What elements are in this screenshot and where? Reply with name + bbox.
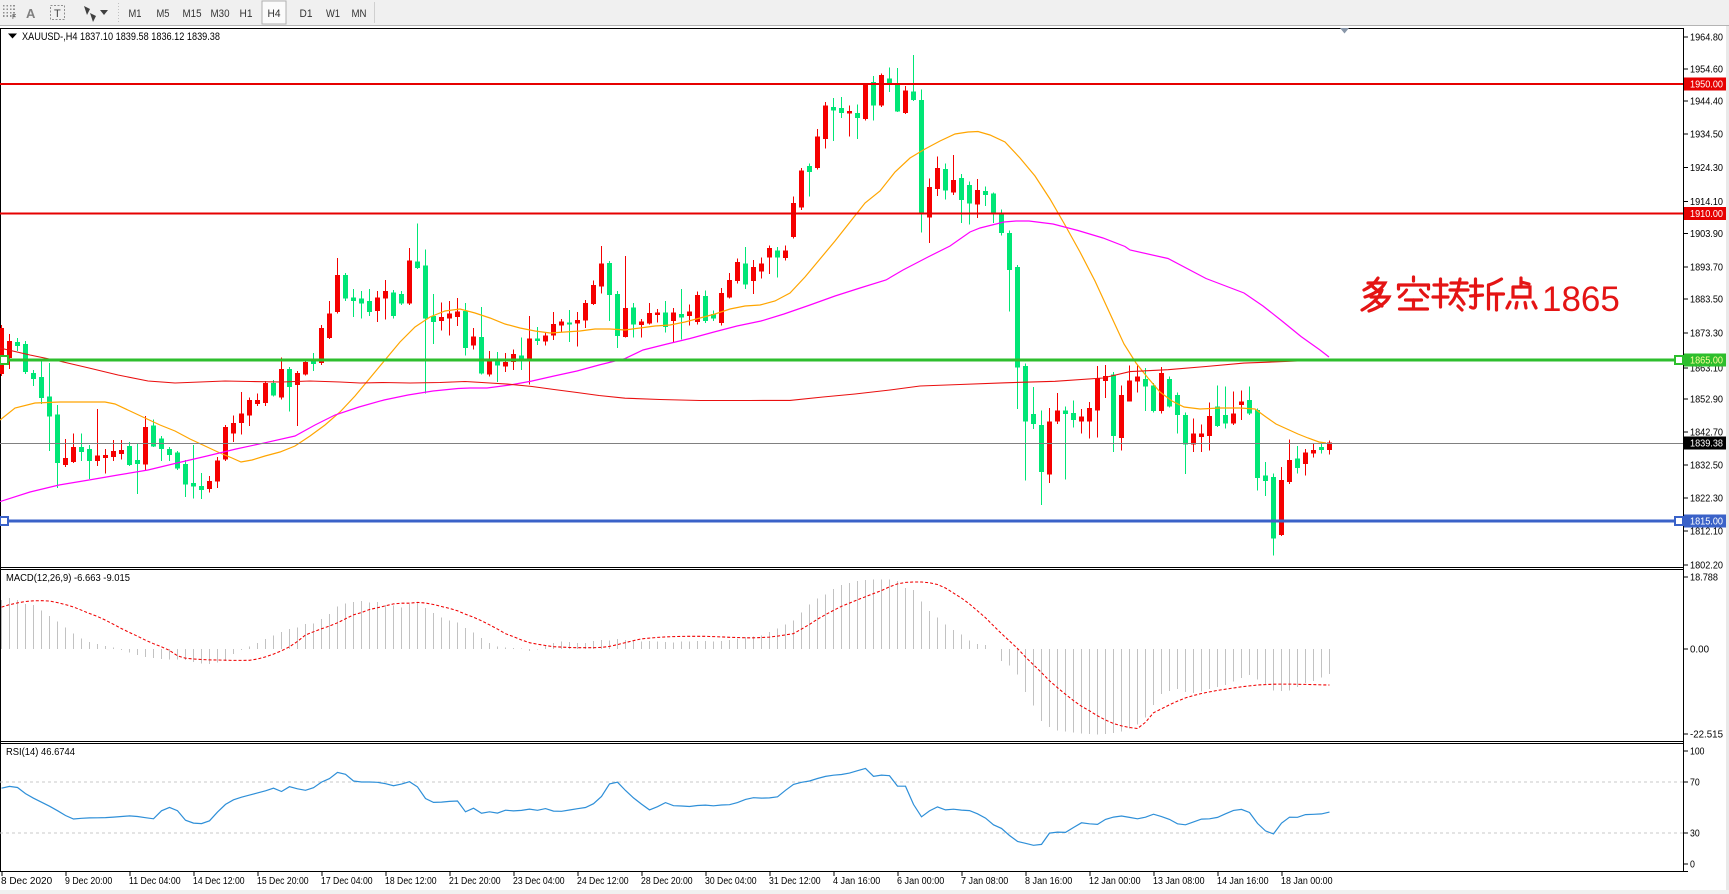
svg-text:28 Dec 20:00: 28 Dec 20:00 xyxy=(641,876,693,887)
svg-text:30 Dec 04:00: 30 Dec 04:00 xyxy=(705,876,757,887)
svg-text:21 Dec 20:00: 21 Dec 20:00 xyxy=(449,876,501,887)
svg-text:1865: 1865 xyxy=(1542,280,1620,319)
svg-text:1802.20: 1802.20 xyxy=(1690,560,1723,572)
svg-text:30: 30 xyxy=(1690,828,1700,840)
svg-text:1815.00: 1815.00 xyxy=(1690,516,1723,528)
svg-text:31 Dec 12:00: 31 Dec 12:00 xyxy=(769,876,821,887)
svg-text:T: T xyxy=(54,8,61,20)
svg-text:0: 0 xyxy=(1690,859,1695,871)
svg-text:1893.70: 1893.70 xyxy=(1690,262,1723,274)
svg-text:M30: M30 xyxy=(211,8,230,20)
svg-text:1944.40: 1944.40 xyxy=(1690,96,1723,108)
svg-text:100: 100 xyxy=(1690,746,1705,758)
svg-text:A: A xyxy=(26,6,36,21)
svg-text:1852.90: 1852.90 xyxy=(1690,394,1723,406)
svg-text:6 Jan 00:00: 6 Jan 00:00 xyxy=(897,876,945,887)
svg-text:18.788: 18.788 xyxy=(1690,572,1718,584)
svg-text:1883.50: 1883.50 xyxy=(1690,294,1723,306)
svg-text:XAUUSD-,H4 1837.10 1839.58 18: XAUUSD-,H4 1837.10 1839.58 1836.12 1839.… xyxy=(22,31,220,43)
svg-text:8 Jan 16:00: 8 Jan 16:00 xyxy=(1025,876,1073,887)
svg-text:W1: W1 xyxy=(326,8,340,20)
svg-text:1924.30: 1924.30 xyxy=(1690,162,1723,174)
svg-text:1812.10: 1812.10 xyxy=(1690,526,1723,538)
svg-text:1903.90: 1903.90 xyxy=(1690,228,1723,240)
svg-text:M5: M5 xyxy=(157,8,170,20)
svg-text:8 Dec 2020: 8 Dec 2020 xyxy=(1,876,53,887)
svg-text:9 Dec 20:00: 9 Dec 20:00 xyxy=(65,876,113,887)
svg-text:H1: H1 xyxy=(240,8,253,20)
svg-text:12 Jan 00:00: 12 Jan 00:00 xyxy=(1089,876,1141,887)
svg-text:H4: H4 xyxy=(268,8,281,20)
svg-text:17 Dec 04:00: 17 Dec 04:00 xyxy=(321,876,373,887)
svg-text:MN: MN xyxy=(352,8,367,20)
svg-text:1950.00: 1950.00 xyxy=(1690,79,1723,91)
svg-text:70: 70 xyxy=(1690,777,1700,789)
svg-text:1964.80: 1964.80 xyxy=(1690,32,1723,44)
svg-text:4 Jan 16:00: 4 Jan 16:00 xyxy=(833,876,881,887)
svg-text:0.00: 0.00 xyxy=(1690,644,1709,656)
svg-text:1954.60: 1954.60 xyxy=(1690,64,1723,76)
svg-text:F: F xyxy=(12,14,16,21)
svg-text:-22.515: -22.515 xyxy=(1690,729,1723,741)
svg-text:7 Jan 08:00: 7 Jan 08:00 xyxy=(961,876,1009,887)
svg-text:1865.00: 1865.00 xyxy=(1690,355,1723,367)
svg-text:18 Dec 12:00: 18 Dec 12:00 xyxy=(385,876,437,887)
svg-text:1839.38: 1839.38 xyxy=(1690,438,1723,450)
svg-text:1842.70: 1842.70 xyxy=(1690,427,1723,439)
svg-text:1914.10: 1914.10 xyxy=(1690,196,1723,208)
svg-text:1873.30: 1873.30 xyxy=(1690,328,1723,340)
svg-text:14 Dec 12:00: 14 Dec 12:00 xyxy=(193,876,245,887)
svg-text:14 Jan 16:00: 14 Jan 16:00 xyxy=(1217,876,1269,887)
svg-text:11 Dec 04:00: 11 Dec 04:00 xyxy=(129,876,181,887)
svg-text:13 Jan 08:00: 13 Jan 08:00 xyxy=(1153,876,1205,887)
svg-text:M1: M1 xyxy=(129,8,142,20)
svg-text:15 Dec 20:00: 15 Dec 20:00 xyxy=(257,876,309,887)
svg-text:18 Jan 00:00: 18 Jan 00:00 xyxy=(1281,876,1333,887)
svg-text:1822.30: 1822.30 xyxy=(1690,493,1723,505)
svg-text:1832.50: 1832.50 xyxy=(1690,460,1723,472)
svg-text:RSI(14) 46.6744: RSI(14) 46.6744 xyxy=(6,747,75,758)
svg-text:1910.00: 1910.00 xyxy=(1690,208,1723,220)
svg-text:MACD(12,26,9) -6.663 -9.015: MACD(12,26,9) -6.663 -9.015 xyxy=(6,573,130,584)
svg-text:24 Dec 12:00: 24 Dec 12:00 xyxy=(577,876,629,887)
svg-text:D1: D1 xyxy=(300,8,313,20)
svg-text:23 Dec 04:00: 23 Dec 04:00 xyxy=(513,876,565,887)
svg-text:M15: M15 xyxy=(183,8,202,20)
svg-text:1934.50: 1934.50 xyxy=(1690,129,1723,141)
